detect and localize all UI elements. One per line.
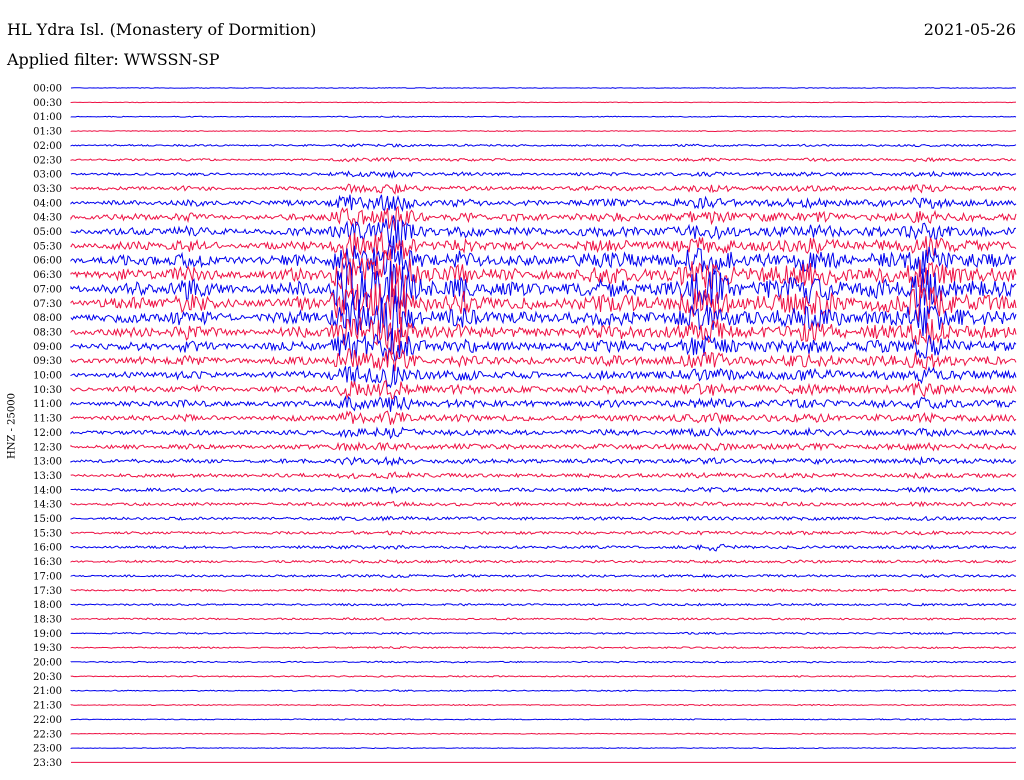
trace-row bbox=[70, 205, 1017, 231]
trace-row bbox=[70, 169, 1017, 180]
row-time-label: 07:00 bbox=[33, 284, 62, 295]
trace-row bbox=[70, 747, 1017, 750]
trace-row bbox=[70, 194, 1017, 213]
row-time-label: 15:30 bbox=[33, 528, 62, 539]
trace-row bbox=[70, 379, 1017, 401]
trace-row bbox=[70, 455, 1017, 467]
row-time-label: 05:00 bbox=[33, 227, 62, 238]
trace-row bbox=[70, 732, 1017, 735]
row-time-label: 19:00 bbox=[33, 629, 62, 640]
trace-row bbox=[70, 235, 1017, 278]
row-time-label: 21:00 bbox=[33, 686, 62, 697]
trace-row bbox=[70, 486, 1016, 495]
trace-row bbox=[70, 718, 1017, 721]
row-time-label: 12:00 bbox=[33, 428, 62, 439]
trace-row bbox=[70, 660, 1017, 664]
row-time-label: 22:30 bbox=[33, 729, 62, 740]
trace-row bbox=[70, 271, 1017, 328]
trace-row bbox=[70, 87, 1017, 89]
trace-row bbox=[70, 674, 1017, 678]
trace-row bbox=[70, 441, 1017, 452]
row-time-label: 08:00 bbox=[33, 313, 62, 324]
trace-row bbox=[70, 395, 1017, 412]
row-time-label: 16:30 bbox=[33, 557, 62, 568]
trace-row bbox=[70, 295, 1017, 342]
row-time-label: 04:30 bbox=[33, 213, 62, 224]
row-time-label: 11:00 bbox=[33, 399, 62, 410]
row-time-label: 09:30 bbox=[33, 356, 62, 367]
row-time-label: 02:00 bbox=[33, 141, 62, 152]
row-time-label: 18:30 bbox=[33, 614, 62, 625]
row-time-label: 23:00 bbox=[33, 744, 62, 755]
row-time-label: 14:30 bbox=[33, 500, 62, 511]
trace-row bbox=[70, 101, 1017, 104]
row-time-label: 20:00 bbox=[33, 658, 62, 669]
row-time-label: 00:30 bbox=[33, 98, 62, 109]
row-time-label: 05:30 bbox=[33, 241, 62, 252]
trace-row bbox=[70, 559, 1017, 564]
row-time-label: 21:30 bbox=[33, 701, 62, 712]
trace-row bbox=[70, 248, 1017, 304]
row-time-label: 10:30 bbox=[33, 385, 62, 396]
date-label: 2021-05-26 bbox=[923, 20, 1016, 39]
row-time-label: 10:00 bbox=[33, 371, 62, 382]
row-time-label: 19:30 bbox=[33, 643, 62, 654]
trace-row bbox=[70, 316, 1017, 356]
row-time-label: 22:00 bbox=[33, 715, 62, 726]
row-time-label: 18:00 bbox=[33, 600, 62, 611]
trace-row bbox=[70, 364, 1017, 389]
row-time-label: 07:30 bbox=[33, 299, 62, 310]
trace-row bbox=[70, 215, 1017, 247]
trace-row bbox=[70, 260, 1017, 312]
trace-row bbox=[70, 689, 1017, 692]
trace-row bbox=[70, 703, 1017, 707]
trace-row bbox=[70, 646, 1017, 650]
row-time-label: 11:30 bbox=[33, 414, 62, 425]
row-time-label: 14:00 bbox=[33, 485, 62, 496]
row-time-label: 06:00 bbox=[33, 256, 62, 267]
trace-row bbox=[70, 588, 1017, 593]
row-time-label: 12:30 bbox=[33, 442, 62, 453]
row-time-label: 02:30 bbox=[33, 155, 62, 166]
row-time-label: 20:30 bbox=[33, 672, 62, 683]
trace-row bbox=[70, 115, 1017, 118]
row-time-label: 06:30 bbox=[33, 270, 62, 281]
trace-row bbox=[70, 573, 1017, 579]
trace-row bbox=[70, 500, 1017, 508]
station-title: HL Ydra Isl. (Monastery of Dormition) bbox=[7, 20, 317, 39]
trace-row bbox=[70, 348, 1017, 372]
trace-row bbox=[70, 471, 1017, 480]
trace-row bbox=[70, 129, 1017, 133]
trace-row bbox=[70, 143, 1017, 148]
trace-row bbox=[70, 426, 1017, 440]
row-time-label: 13:00 bbox=[33, 457, 62, 468]
trace-row bbox=[70, 328, 1017, 362]
row-time-label: 16:00 bbox=[33, 543, 62, 554]
row-time-label: 01:30 bbox=[33, 127, 62, 138]
trace-row bbox=[70, 602, 1017, 607]
row-time-label: 15:00 bbox=[33, 514, 62, 525]
trace-row bbox=[70, 515, 1017, 522]
row-time-label: 00:00 bbox=[33, 84, 62, 95]
trace-row bbox=[70, 157, 1017, 163]
trace-row bbox=[70, 617, 1017, 621]
row-time-label: 01:00 bbox=[33, 112, 62, 123]
row-time-label: 17:00 bbox=[33, 571, 62, 582]
trace-row bbox=[70, 530, 1017, 536]
row-time-label: 17:30 bbox=[33, 586, 62, 597]
trace-row bbox=[70, 183, 1017, 195]
row-time-label: 03:30 bbox=[33, 184, 62, 195]
row-time-label: 03:00 bbox=[33, 170, 62, 181]
trace-row bbox=[70, 631, 1017, 636]
filter-label: Applied filter: WWSSN-SP bbox=[7, 50, 220, 69]
trace-row bbox=[70, 232, 1017, 261]
trace-row bbox=[70, 543, 1017, 552]
row-time-label: 08:30 bbox=[33, 327, 62, 338]
row-time-label: 23:30 bbox=[33, 758, 62, 769]
trace-row bbox=[70, 410, 1017, 425]
row-time-label: 09:00 bbox=[33, 342, 62, 353]
row-time-label: 04:00 bbox=[33, 198, 62, 209]
row-time-label: 13:30 bbox=[33, 471, 62, 482]
